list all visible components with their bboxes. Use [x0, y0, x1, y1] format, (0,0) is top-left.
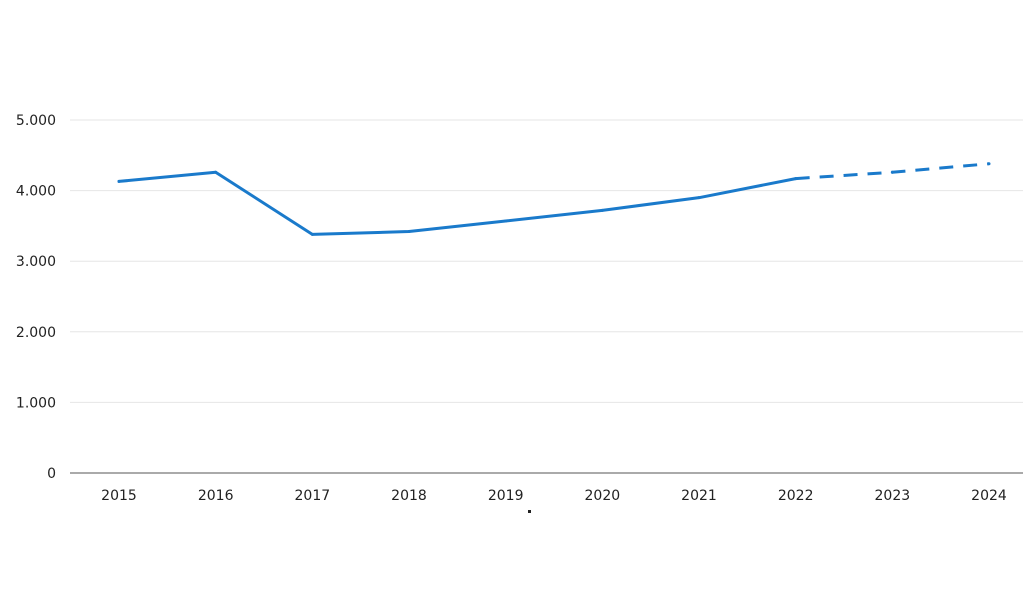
- gridlines: [70, 119, 1023, 403]
- x-tick-label: 2015: [101, 488, 137, 504]
- x-tick-label: 2023: [875, 488, 911, 504]
- data-point-2023: [890, 170, 894, 174]
- x-tick-label: 2024: [971, 488, 1007, 504]
- y-tick-label: 0: [47, 466, 56, 482]
- y-tick-label: 5.000: [16, 113, 56, 129]
- series-line-actual: [117, 170, 798, 236]
- y-tick-label: 4.000: [16, 184, 56, 200]
- y-tick-label: 3.000: [16, 254, 56, 270]
- x-tick-label: 2019: [488, 488, 524, 504]
- y-tick-label: 2.000: [16, 325, 56, 341]
- x-tick-label: 2016: [198, 488, 234, 504]
- y-tick-label: 1.000: [16, 395, 56, 411]
- x-tick-label: 2017: [295, 488, 331, 504]
- series-lines: [117, 162, 991, 236]
- data-point-2019: [504, 219, 508, 223]
- data-point-2022: [794, 177, 798, 181]
- y-axis-tick-labels: 0 1.000 2.000 3.000 4.000 5.000: [16, 113, 56, 482]
- x-tick-label: 2018: [391, 488, 427, 504]
- data-point-2017: [310, 232, 314, 236]
- x-tick-label: 2021: [681, 488, 717, 504]
- data-point-2021: [697, 196, 701, 200]
- data-point-2020: [600, 208, 604, 212]
- data-point-2018: [407, 230, 411, 234]
- data-point-2024: [987, 162, 991, 166]
- data-point-2015: [117, 179, 121, 183]
- data-point-2016: [214, 170, 218, 174]
- x-tick-label: 2022: [778, 488, 814, 504]
- x-axis-tick-labels: 2015 2016 2017 2018 2019 2020 2021 2022 2023 2024: [101, 488, 1007, 504]
- stray-mark: [528, 510, 531, 513]
- x-tick-label: 2020: [585, 488, 621, 504]
